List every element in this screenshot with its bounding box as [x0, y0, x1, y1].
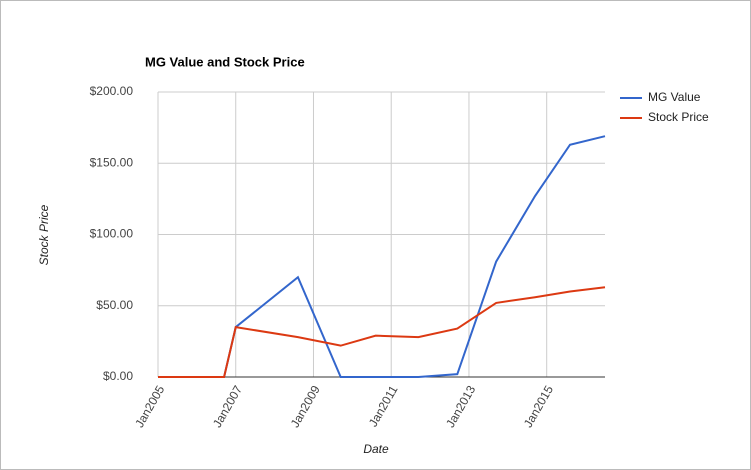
chart-title: MG Value and Stock Price — [145, 54, 305, 69]
legend-label: MG Value — [648, 90, 701, 104]
legend-label: Stock Price — [648, 110, 709, 124]
x-axis-label: Date — [363, 442, 389, 456]
series-line — [158, 286, 606, 378]
y-axis-label: Stock Price — [37, 204, 51, 265]
y-tick-label: $100.00 — [90, 227, 134, 241]
y-tick-label: $0.00 — [103, 369, 133, 383]
y-tick-label: $200.00 — [90, 84, 134, 98]
y-tick-label: $50.00 — [96, 298, 133, 312]
y-tick-label: $150.00 — [90, 155, 134, 169]
